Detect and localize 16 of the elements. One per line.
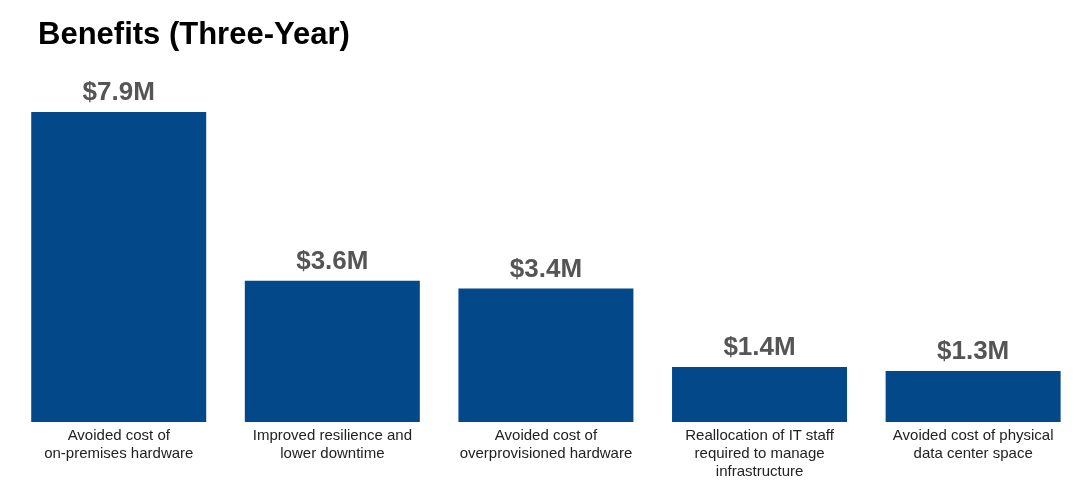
- data-label: $1.3M: [936, 334, 1010, 365]
- bar: [885, 370, 1061, 422]
- bar: [31, 112, 207, 422]
- bar: [458, 288, 634, 422]
- x-tick-label: Reallocation of IT staff required to manage infrastructure: [685, 426, 835, 479]
- x-tick-label: Avoided cost of overprovisioned hardware: [459, 426, 633, 461]
- bar: [244, 280, 420, 422]
- x-tick-label: Avoided cost of on-premises hardware: [44, 426, 194, 461]
- x-tick-label: Avoided cost of physical data center space: [892, 426, 1054, 461]
- data-label: $1.4M: [723, 331, 796, 362]
- x-tick-label: Improved resilience and lower downtime: [252, 426, 413, 461]
- data-label: $3.4M: [509, 252, 583, 283]
- bar: [672, 367, 848, 422]
- data-label: $7.9M: [82, 76, 155, 106]
- chart-title: Benefits (Three-Year): [38, 16, 350, 52]
- data-label: $3.6M: [296, 244, 369, 275]
